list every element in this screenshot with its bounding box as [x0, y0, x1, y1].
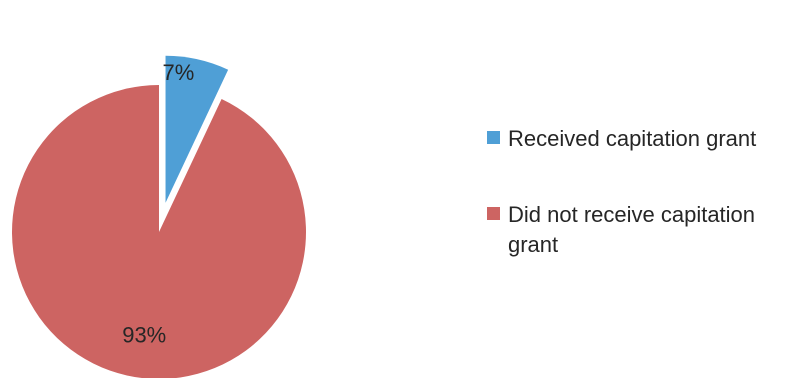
legend-item-received: Received capitation grant — [487, 124, 787, 154]
legend-label-received: Received capitation grant — [508, 126, 757, 151]
pie-slice-0 — [165, 55, 229, 203]
legend-label-not-received: Did not receive capitation grant — [508, 202, 756, 257]
legend-item-not-received: Did not receive capitation grant — [487, 200, 787, 260]
legend-swatch-not-received — [487, 207, 500, 220]
data-label-1: 93% — [122, 323, 166, 348]
data-label-0: 7% — [163, 60, 195, 85]
legend: Received capitation grant Did not receiv… — [487, 124, 787, 306]
pie-chart: 7% 93% — [12, 55, 306, 378]
legend-swatch-received — [487, 131, 500, 144]
pie-slice-1 — [12, 85, 306, 378]
